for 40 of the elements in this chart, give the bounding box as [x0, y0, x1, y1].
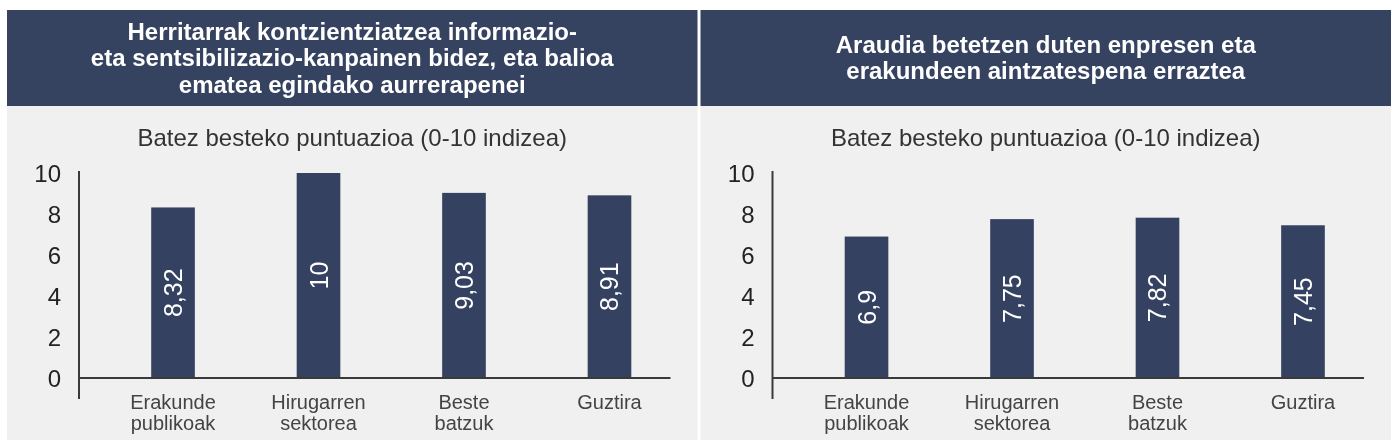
y-tick-label: 4 — [741, 282, 755, 310]
x-tick-label: Beste batzuk — [1128, 391, 1188, 434]
y-tick-label: 10 — [34, 159, 61, 187]
y-tick-label: 8 — [741, 200, 755, 228]
data-label: 8,32 — [159, 268, 188, 318]
x-tick-label: Guztira — [577, 391, 643, 413]
x-tick-label: Erakunde publikoak — [130, 391, 217, 434]
bar — [442, 192, 486, 378]
chart-subtitle: Batez besteko puntuazioa (0-10 indizea) — [830, 123, 1261, 151]
y-tick-label: 2 — [47, 323, 61, 351]
data-label: 7,45 — [1288, 277, 1317, 326]
y-tick-label: 8 — [47, 200, 61, 228]
y-tick-label: 4 — [47, 282, 61, 310]
x-tick-label: Hirugarren sektorea — [271, 391, 366, 434]
chart-title: Araudia betetzen duten enpresen eta erakundeen aintzatespena erraztea — [835, 30, 1257, 84]
data-label: 10 — [304, 261, 333, 290]
bar — [151, 207, 195, 378]
bar — [587, 195, 632, 378]
x-tick-label: Hirugarren sektorea — [964, 391, 1060, 434]
bar — [1135, 217, 1180, 378]
x-tick-label: Beste batzuk — [434, 391, 495, 434]
chart-title: Herritarrak kontzientziatzea informazio- eta sentsibilizazio-kanpainen bidez, eta balioa ematea egindako aurrerapenei — [90, 17, 615, 97]
bar — [296, 173, 341, 378]
y-tick-label: 6 — [47, 241, 61, 269]
bar — [844, 236, 889, 378]
y-tick-label: 2 — [741, 323, 755, 351]
x-tick-label: Erakunde publikoak — [823, 391, 910, 434]
y-tick-label: 10 — [727, 159, 755, 187]
bar — [1281, 225, 1325, 378]
y-tick-label: 0 — [47, 364, 61, 392]
data-label: 7,75 — [998, 274, 1027, 323]
chart-subtitle: Batez besteko puntuazioa (0-10 indizea) — [137, 123, 568, 151]
data-label: 8,91 — [595, 262, 624, 312]
y-tick-label: 0 — [741, 364, 755, 392]
data-label: 7,82 — [1143, 273, 1172, 323]
x-tick-label: Guztira — [1270, 391, 1337, 413]
data-label: 6,9 — [852, 289, 881, 325]
data-label: 9,03 — [449, 261, 478, 310]
y-tick-label: 6 — [741, 241, 755, 269]
bar — [990, 219, 1034, 378]
